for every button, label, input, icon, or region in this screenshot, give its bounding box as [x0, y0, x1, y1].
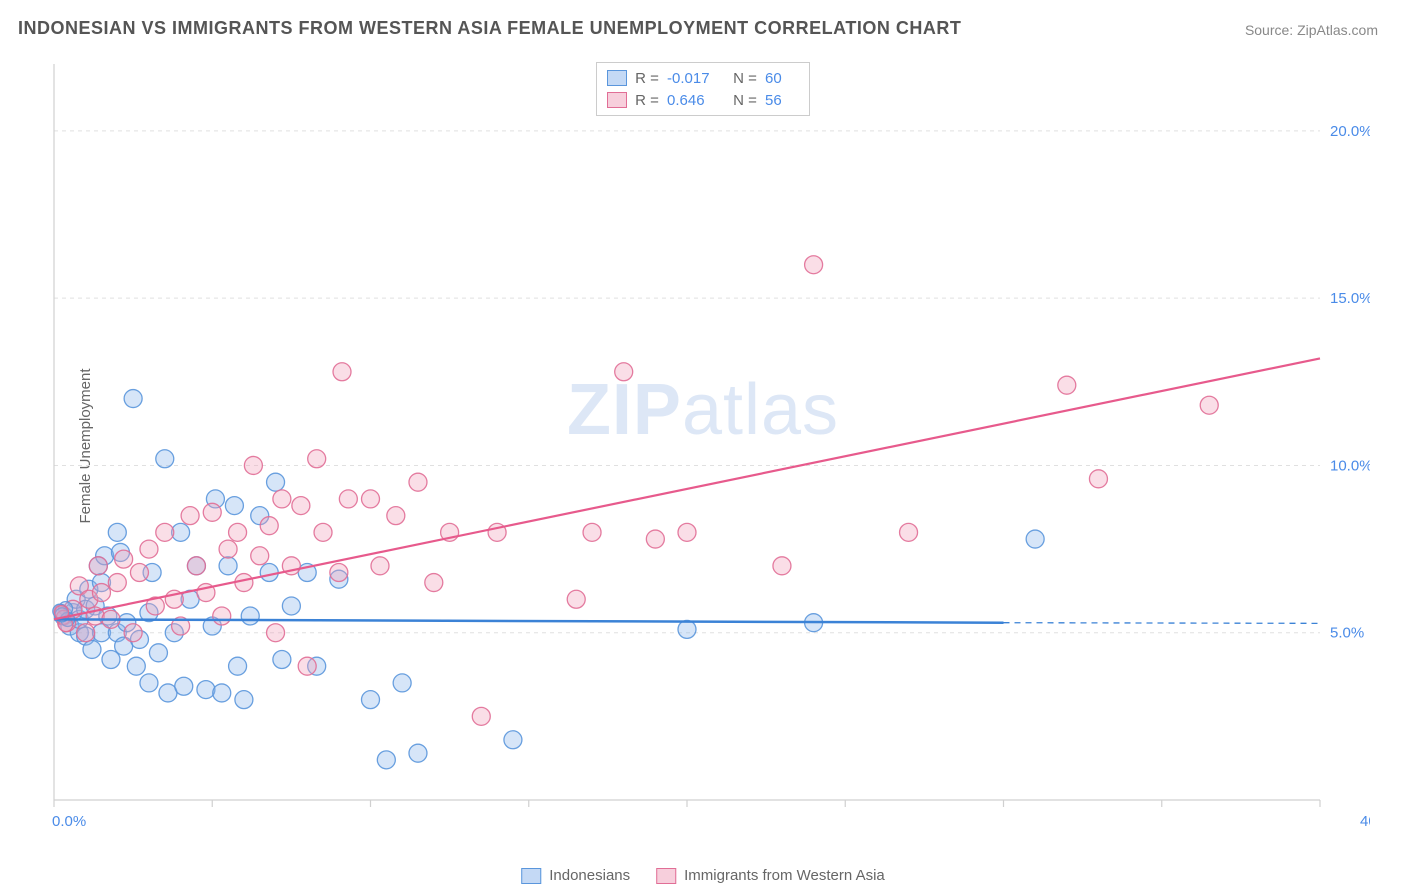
svg-text:20.0%: 20.0% — [1330, 123, 1370, 140]
swatch-blue-icon — [607, 70, 627, 86]
legend-label-blue: Indonesians — [549, 867, 630, 884]
swatch-pink-icon — [656, 868, 676, 884]
svg-text:0.0%: 0.0% — [52, 813, 86, 830]
svg-text:10.0%: 10.0% — [1330, 457, 1370, 474]
swatch-pink-icon — [607, 92, 627, 108]
legend-item-blue: Indonesians — [521, 867, 630, 884]
scatter-plot: 5.0% 10.0% 15.0% 20.0% 0.0% 40.0% — [50, 60, 1370, 830]
svg-text:40.0%: 40.0% — [1360, 813, 1370, 830]
r-label: R = — [633, 92, 661, 109]
legend-row-pink: R = 0.646 N = 56 — [607, 89, 795, 111]
n-label: N = — [731, 70, 759, 87]
r-value-pink: 0.646 — [667, 92, 725, 109]
r-label: R = — [633, 70, 661, 87]
legend-row-blue: R = -0.017 N = 60 — [607, 67, 795, 89]
series-legend: Indonesians Immigrants from Western Asia — [521, 867, 885, 884]
source-label: Source: ZipAtlas.com — [1245, 22, 1378, 38]
swatch-blue-icon — [521, 868, 541, 884]
r-value-blue: -0.017 — [667, 70, 725, 87]
chart-title: INDONESIAN VS IMMIGRANTS FROM WESTERN AS… — [18, 18, 961, 39]
correlation-legend: R = -0.017 N = 60 R = 0.646 N = 56 — [596, 62, 810, 116]
n-value-pink: 56 — [765, 92, 795, 109]
n-value-blue: 60 — [765, 70, 795, 87]
svg-text:15.0%: 15.0% — [1330, 290, 1370, 307]
svg-text:5.0%: 5.0% — [1330, 625, 1364, 642]
chart-svg: 5.0% 10.0% 15.0% 20.0% 0.0% 40.0% — [50, 60, 1370, 830]
legend-item-pink: Immigrants from Western Asia — [656, 867, 885, 884]
n-label: N = — [731, 92, 759, 109]
legend-label-pink: Immigrants from Western Asia — [684, 867, 885, 884]
